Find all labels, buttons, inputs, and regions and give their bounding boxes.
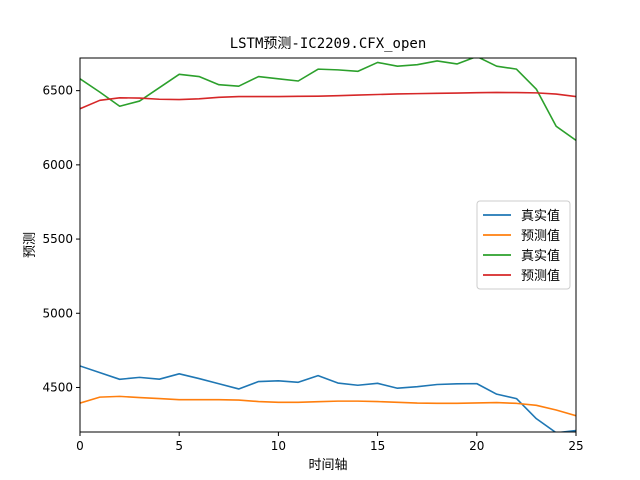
- x-axis: 0 5 10 15 20 25: [76, 432, 584, 453]
- legend-label-1: 真实值: [521, 208, 560, 224]
- series-line-2: [80, 395, 576, 417]
- x-tick-label: 20: [469, 439, 484, 453]
- y-axis: 4500 5000 5500 6000 6500: [42, 84, 80, 394]
- y-tick-label: 6500: [42, 84, 73, 98]
- x-tick-label: 10: [271, 439, 286, 453]
- x-tick-label: 5: [175, 439, 183, 453]
- y-tick-label: 4500: [42, 380, 73, 394]
- y-tick-label: 5000: [42, 306, 73, 320]
- x-tick-label: 0: [76, 439, 84, 453]
- y-axis-label: 预测: [23, 232, 38, 258]
- plot-frame: [79, 57, 577, 433]
- plot-area: [80, 58, 576, 432]
- series-line-3: [80, 58, 576, 142]
- x-axis-label: 时间轴: [308, 458, 347, 473]
- series-line-4: [80, 91, 576, 110]
- legend-label-2: 预测值: [521, 228, 560, 244]
- chart-title: LSTM预测-IC2209.CFX_open: [230, 36, 427, 52]
- legend-box: [476, 200, 571, 290]
- x-tick-label: 15: [370, 439, 385, 453]
- series-line-1: [80, 365, 576, 432]
- y-tick-label: 5500: [42, 232, 73, 246]
- y-tick-label: 6000: [42, 158, 73, 172]
- legend-label-4: 预测值: [521, 268, 560, 284]
- legend-label-3: 真实值: [521, 248, 560, 264]
- x-tick-label: 25: [568, 439, 583, 453]
